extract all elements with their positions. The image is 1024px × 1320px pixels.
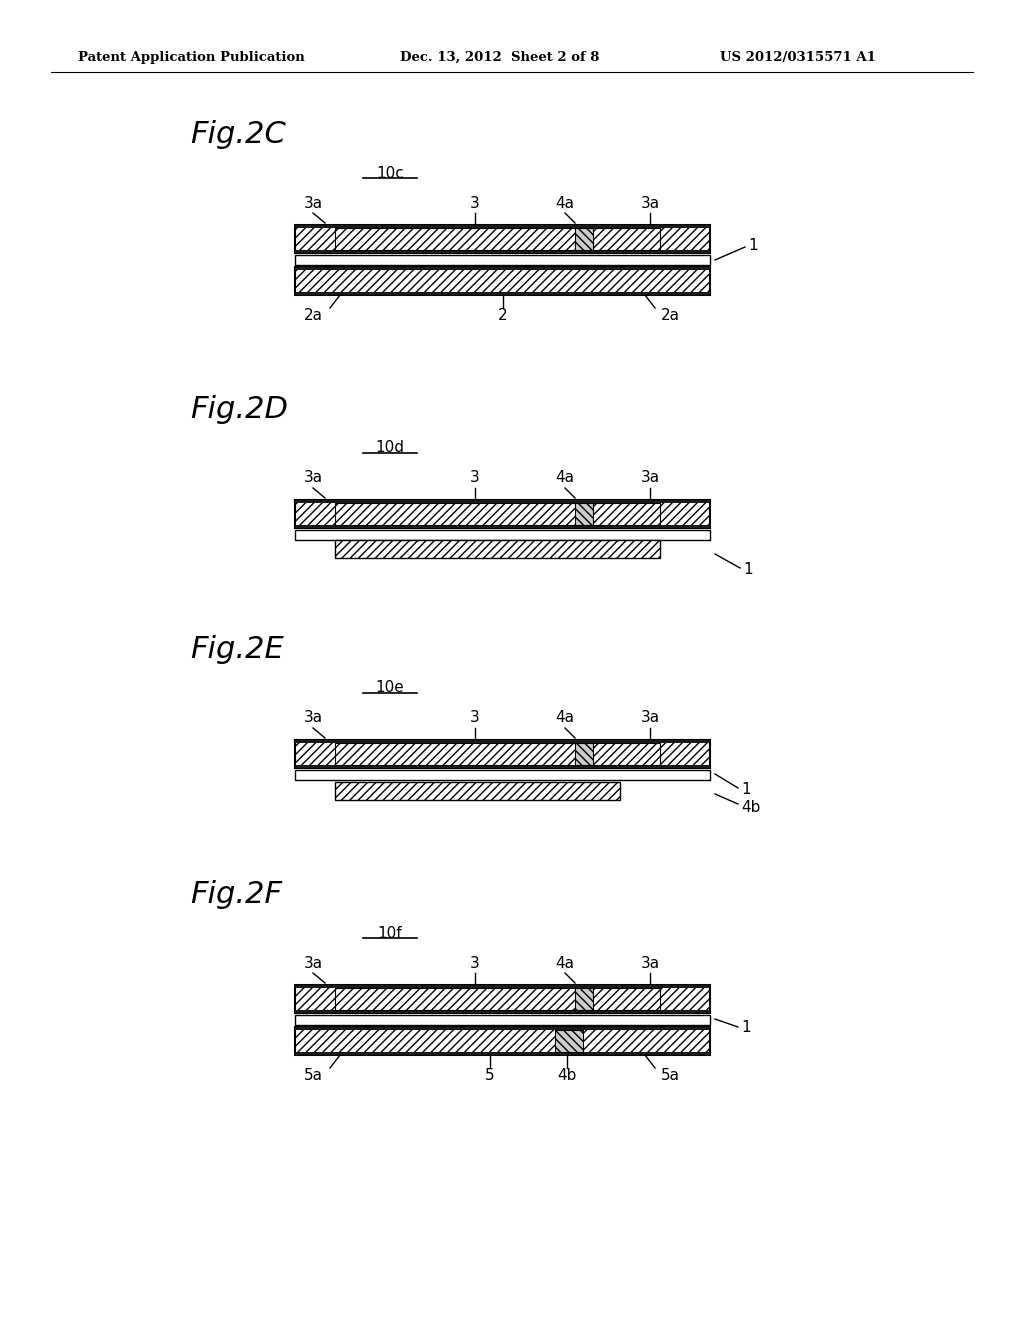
Bar	[295, 500, 710, 503]
Text: Fig.2C: Fig.2C	[190, 120, 286, 149]
Text: Dec. 13, 2012  Sheet 2 of 8: Dec. 13, 2012 Sheet 2 of 8	[400, 50, 599, 63]
Text: 1: 1	[741, 1020, 751, 1035]
Bar	[295, 292, 710, 294]
Text: 5a: 5a	[660, 1068, 680, 1084]
Text: 3a: 3a	[640, 195, 659, 210]
Bar	[295, 985, 710, 987]
Bar	[335, 228, 660, 249]
Text: 3: 3	[470, 195, 480, 210]
Bar	[295, 267, 710, 271]
Text: 1: 1	[743, 562, 753, 578]
Text: 2a: 2a	[303, 309, 323, 323]
Text: 2: 2	[499, 309, 508, 323]
Text: 3: 3	[470, 956, 480, 970]
Text: 5: 5	[485, 1068, 495, 1084]
Bar	[575, 228, 593, 249]
Text: 4a: 4a	[555, 956, 574, 970]
Bar	[295, 255, 710, 265]
Bar	[295, 525, 710, 528]
Text: 3a: 3a	[303, 195, 323, 210]
Bar	[295, 531, 710, 540]
Text: Fig.2E: Fig.2E	[190, 635, 284, 664]
Text: 10f: 10f	[378, 925, 402, 940]
Bar	[295, 1052, 710, 1055]
Bar	[335, 540, 660, 558]
Text: 3: 3	[470, 710, 480, 726]
Bar	[295, 766, 710, 768]
Bar	[295, 1027, 710, 1055]
Text: 4b: 4b	[741, 800, 761, 816]
Bar	[335, 503, 660, 525]
Bar	[295, 985, 710, 1012]
Text: 4a: 4a	[555, 195, 574, 210]
Bar	[295, 267, 710, 294]
Bar	[575, 503, 593, 525]
Text: 3a: 3a	[640, 470, 659, 486]
Text: 10e: 10e	[376, 681, 404, 696]
Text: 4b: 4b	[557, 1068, 577, 1084]
Text: 10d: 10d	[376, 441, 404, 455]
Bar	[335, 743, 660, 766]
Bar	[295, 1015, 710, 1026]
Text: 4a: 4a	[555, 710, 574, 726]
Bar	[295, 500, 710, 528]
Text: 4a: 4a	[555, 470, 574, 486]
Text: 10c: 10c	[376, 165, 403, 181]
Bar	[295, 1010, 710, 1012]
Text: US 2012/0315571 A1: US 2012/0315571 A1	[720, 50, 876, 63]
Bar	[295, 741, 710, 768]
Text: 3a: 3a	[640, 956, 659, 970]
Text: 5a: 5a	[303, 1068, 323, 1084]
Text: Patent Application Publication: Patent Application Publication	[78, 50, 305, 63]
Text: Fig.2D: Fig.2D	[190, 395, 288, 424]
Text: 3a: 3a	[303, 470, 323, 486]
Bar	[295, 770, 710, 780]
Text: Fig.2F: Fig.2F	[190, 880, 282, 909]
Text: 2a: 2a	[660, 309, 680, 323]
Bar	[335, 781, 620, 800]
Bar	[555, 1030, 583, 1052]
Bar	[295, 741, 710, 743]
Text: 3a: 3a	[303, 956, 323, 970]
Text: 1: 1	[748, 238, 758, 252]
Bar	[575, 743, 593, 766]
Bar	[335, 987, 660, 1010]
Text: 3a: 3a	[303, 710, 323, 726]
Bar	[295, 249, 710, 253]
Text: 3: 3	[470, 470, 480, 486]
Bar	[295, 1027, 710, 1030]
Text: 1: 1	[741, 783, 751, 797]
Bar	[295, 224, 710, 228]
Bar	[575, 987, 593, 1010]
Text: 3a: 3a	[640, 710, 659, 726]
Bar	[295, 224, 710, 253]
